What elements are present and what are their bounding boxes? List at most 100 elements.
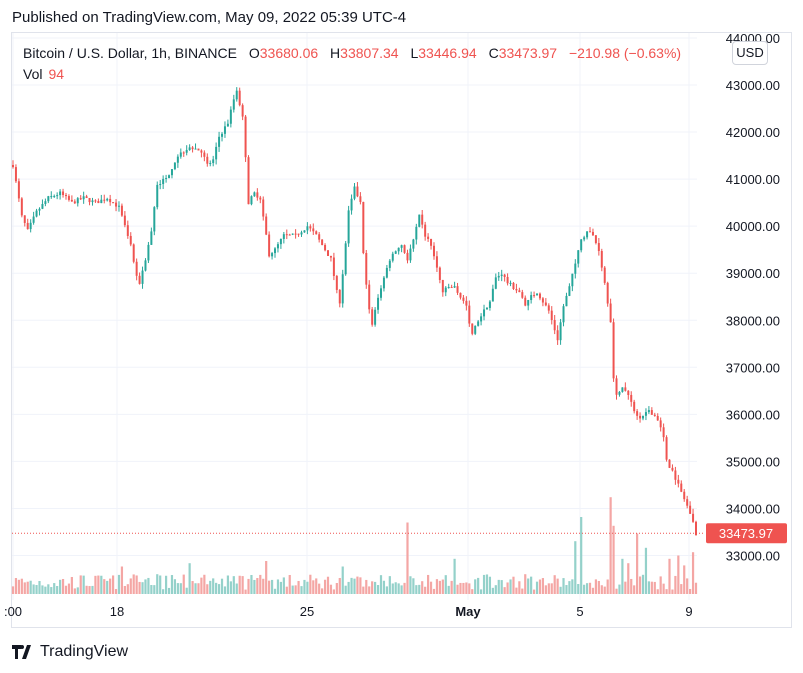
candle-body (76, 198, 79, 204)
candle-body (503, 274, 506, 277)
candle-body (85, 196, 88, 198)
tradingview-brand: TradingView (40, 643, 129, 660)
volume-bar (270, 579, 274, 594)
volume-bar (88, 586, 91, 594)
candle-body (329, 255, 332, 258)
candle-body (223, 126, 226, 134)
volume-bar (435, 579, 439, 594)
candle-body (197, 148, 200, 151)
tradingview-logo[interactable]: TradingView (12, 643, 128, 661)
volume-bar (185, 587, 188, 594)
volume-bar (562, 578, 565, 594)
volume-bar (29, 580, 32, 594)
volume-bar (627, 563, 630, 594)
volume-bar (291, 585, 294, 594)
candle-body (194, 148, 197, 150)
volume-bar (191, 581, 194, 594)
volume-bar (159, 575, 162, 594)
volume-bar (429, 581, 433, 594)
volume-bar (259, 574, 262, 594)
candle-body (318, 234, 321, 240)
volume-bar (276, 579, 280, 594)
volume-bar (553, 575, 556, 594)
volume-bar (491, 587, 494, 594)
symbol-label[interactable]: Bitcoin / U.S. Dollar, 1h, BINANCE (23, 45, 237, 61)
volume-bar (494, 585, 497, 594)
volume-bar (32, 584, 35, 594)
candle-body (285, 234, 288, 236)
volume-bar (135, 575, 138, 594)
volume-bar (197, 583, 200, 594)
candle-body (185, 149, 188, 153)
candle-body (82, 196, 85, 200)
volume-bar (111, 575, 115, 594)
volume-bar (338, 577, 341, 594)
candle-body (583, 237, 586, 240)
candle-body (17, 181, 20, 199)
candle-body (112, 202, 115, 204)
candle-body (338, 289, 341, 304)
volume-bar (294, 585, 297, 594)
volume-bar (41, 585, 44, 594)
volume-bar (318, 583, 321, 594)
close-value: 33473.97 (498, 45, 558, 61)
candle-body (335, 275, 338, 290)
volume-bar (91, 585, 94, 594)
volume-bar (247, 578, 250, 594)
volume-bar (279, 581, 283, 594)
currency-button[interactable]: USD (732, 41, 768, 65)
low-value: 33446.94 (418, 45, 477, 61)
candle-body (562, 306, 565, 323)
candle-body (276, 244, 279, 249)
volume-bar (17, 579, 20, 594)
volume-bar (341, 566, 344, 594)
volume-bar (438, 580, 441, 594)
volume-bar (547, 583, 550, 594)
candle-body (459, 292, 462, 298)
candle-body (235, 90, 238, 100)
candle-body (650, 410, 653, 415)
volume-label: Vol (23, 66, 43, 82)
volume-bar (650, 581, 653, 594)
x-tick-label: 18 (110, 604, 124, 619)
y-tick-label: 39000.00 (726, 266, 780, 281)
candle-body (530, 295, 533, 301)
last-price-badge (706, 523, 787, 544)
volume-bar (424, 586, 427, 594)
candle-body (229, 109, 232, 124)
volume-bar (100, 575, 103, 594)
candle-body (606, 282, 609, 304)
candle-body (62, 191, 65, 195)
candle-body (126, 225, 129, 236)
volume-bar (394, 582, 397, 594)
volume-bar (447, 585, 450, 594)
candle-body (456, 286, 459, 293)
candle-body (144, 260, 147, 271)
volume-bar (379, 575, 383, 594)
volume-bar (597, 580, 600, 594)
volume-bar (588, 582, 592, 594)
volume-bar (594, 579, 598, 594)
volume-bar (44, 586, 47, 594)
candle-body (312, 228, 315, 232)
volume-bar (662, 583, 665, 594)
candle-body (344, 243, 347, 275)
candle-body (41, 204, 44, 209)
candle-body (662, 427, 665, 438)
candle-body (288, 234, 291, 236)
candle-body (485, 307, 488, 310)
volume-bar (453, 558, 456, 594)
volume-bar (362, 586, 365, 594)
candle-body (332, 257, 335, 276)
volume-bar (76, 587, 79, 594)
candle-body (653, 414, 656, 416)
candle-body (324, 244, 327, 251)
candle-body (268, 234, 271, 257)
candle-body (400, 245, 403, 248)
candle-body (100, 199, 103, 204)
candle-body (477, 321, 480, 326)
candle-body (106, 198, 109, 201)
candle-body (462, 297, 465, 301)
volume-bar (668, 558, 671, 594)
